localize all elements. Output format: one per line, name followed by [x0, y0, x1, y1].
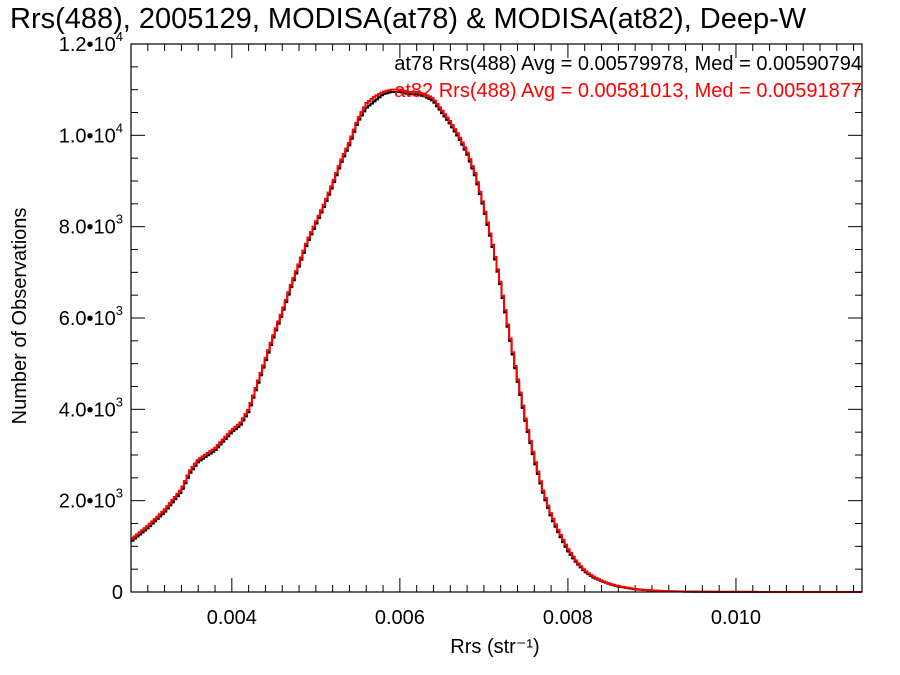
y-tick-label: 1.2•104: [59, 29, 123, 56]
y-tick-label: 8.0•103: [59, 212, 123, 239]
y-tick-label: 1.0•104: [59, 120, 123, 147]
plot-frame: [130, 43, 863, 593]
axis-ticks: [131, 43, 862, 593]
legend-entry-at78: at78 Rrs(488) Avg = 0.00579978, Med = 0.…: [394, 53, 862, 75]
x-tick-label: 0.006: [375, 607, 425, 629]
chart-title: Rrs(488), 2005129, MODISA(at78) & MODISA…: [10, 3, 807, 35]
x-tick-label: 0.010: [711, 607, 761, 629]
x-axis-label: Rrs (str⁻¹): [450, 636, 539, 658]
y-tick-label: 4.0•103: [59, 394, 123, 421]
x-tick-label: 0.004: [207, 607, 257, 629]
series-at82-line: [131, 88, 862, 593]
y-tick-label: 0: [112, 582, 123, 604]
tick-labels: 0.004 0.006 0.008 0.010 0 2.0•103 4.0•103 6.0•1…: [59, 29, 761, 629]
y-axis-label: Number of Observations: [9, 208, 31, 425]
y-tick-label: 2.0•103: [59, 486, 123, 513]
x-tick-label: 0.008: [543, 607, 593, 629]
legend-entry-at82: at82 Rrs(488) Avg = 0.00581013, Med = 0.…: [394, 80, 862, 102]
y-tick-label: 6.0•103: [59, 303, 123, 330]
series-lines: [131, 88, 862, 593]
series-at78-line: [131, 90, 862, 593]
